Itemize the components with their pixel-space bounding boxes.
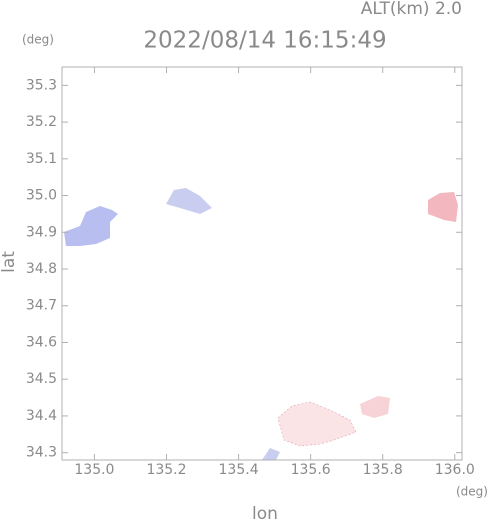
y-tick-label: 35.2 — [26, 114, 57, 130]
x-tick-label: 135.2 — [146, 462, 186, 478]
y-tick-label: 34.3 — [26, 445, 57, 461]
echo-blob — [64, 206, 118, 246]
x-axis-title: lon — [252, 504, 278, 521]
y-tick-label: 34.7 — [26, 298, 57, 314]
altitude-label: ALT(km) 2.0 — [361, 0, 462, 19]
echo-blob — [428, 192, 458, 222]
chart-title: 2022/08/14 16:15:49 — [143, 28, 386, 54]
echo-blob — [360, 396, 390, 418]
x-tick-label: 135.6 — [291, 462, 331, 478]
x-unit: (deg) — [456, 485, 488, 499]
y-tick-label: 34.4 — [26, 408, 57, 424]
x-tick-label: 135.0 — [74, 462, 114, 478]
y-tick-label: 35.0 — [26, 188, 57, 204]
y-tick-label: 35.1 — [26, 151, 57, 167]
echo-blob — [277, 401, 357, 447]
y-tick-label: 34.5 — [26, 371, 57, 387]
plot-frame — [61, 66, 463, 461]
y-tick-label: 34.8 — [26, 261, 57, 277]
x-tick-label: 136.0 — [435, 462, 475, 478]
y-unit: (deg) — [22, 33, 54, 47]
y-tick-label: 34.9 — [26, 224, 57, 240]
echo-blob — [262, 448, 280, 460]
y-tick-label: 34.6 — [26, 334, 57, 350]
echo-blob — [166, 188, 212, 214]
x-tick-label: 135.4 — [219, 462, 259, 478]
x-tick-label: 135.8 — [363, 462, 403, 478]
y-tick-label: 35.3 — [26, 77, 57, 93]
echo-regions — [64, 188, 458, 460]
y-axis-title: lat — [0, 251, 19, 273]
